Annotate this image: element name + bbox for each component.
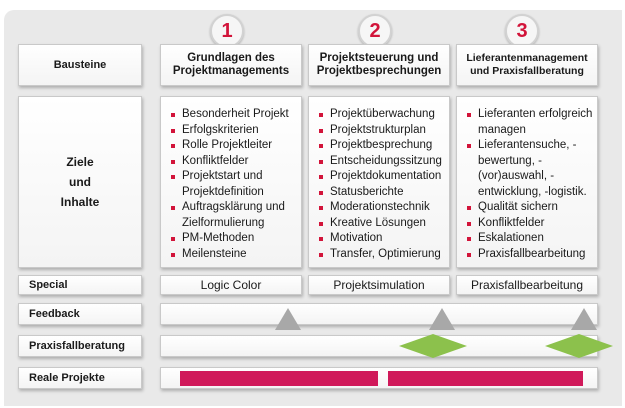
praxisfall-track: [160, 335, 598, 357]
topic-item: Erfolgskriterien: [171, 123, 301, 139]
topic-item: Projektstart und Projektdefinition: [171, 169, 301, 200]
feedback-marker-3: [571, 308, 597, 330]
topic-item: Konfliktfelder: [467, 216, 597, 232]
topic-item: Lieferanten erfolgreich managen: [467, 107, 597, 138]
column-heading-3: Lieferantenmanagement und Praxisfallberat…: [456, 44, 598, 86]
topic-item: Konfliktfelder: [171, 154, 301, 170]
topic-item: Praxisfallbearbeitung: [467, 247, 597, 263]
row-label-ziele-line-3: Inhalte: [60, 195, 100, 209]
topic-item: Moderationstechnik: [319, 200, 449, 216]
praxisfall-marker-2: [545, 334, 613, 358]
praxisfall-marker-1: [399, 334, 467, 358]
column-heading-2-line-1: Projektsteuerung und: [319, 52, 439, 64]
special-3: Praxisfallbearbeitung: [456, 275, 598, 295]
topic-list-3: Lieferanten erfolgreich managen Lieferant…: [457, 97, 597, 262]
topic-item: Kreative Lösungen: [319, 216, 449, 232]
topic-item: Motivation: [319, 231, 449, 247]
column-content-3: Lieferanten erfolgreich managen Lieferant…: [456, 96, 598, 268]
topic-item: Transfer, Optimierung: [319, 247, 449, 263]
row-label-praxisfallberatung: Praxisfallberatung: [18, 335, 142, 357]
topic-item: Projektdokumentation: [319, 169, 449, 185]
special-1: Logic Color: [160, 275, 302, 295]
column-heading-2-line-2: Projektbesprechungen: [316, 65, 442, 77]
column-heading-2: Projektsteuerung und Projektbesprechungen: [308, 44, 450, 86]
column-heading-3-line-1: Lieferantenmanagement: [466, 52, 588, 64]
topic-item: Entscheidungssitzung: [319, 154, 449, 170]
feedback-marker-1: [275, 308, 301, 330]
row-label-ziele-line-1: Ziele: [66, 155, 94, 169]
row-label-special: Special: [18, 275, 142, 295]
topic-item: Eskalationen: [467, 231, 597, 247]
topic-item: Lieferantensuche, -bewertung, -(vor)ausw…: [467, 138, 597, 200]
feedback-marker-2: [429, 308, 455, 330]
topic-item: Besonderheit Projekt: [171, 107, 301, 123]
topic-item: PM-Methoden: [171, 231, 301, 247]
step-badge-2: 2: [358, 14, 392, 48]
topic-item: Meilensteine: [171, 247, 301, 263]
topic-item: Statusberichte: [319, 185, 449, 201]
topic-list-2: Projektüberwachung Projektstrukturplan Pro…: [309, 97, 449, 262]
topic-item: Qualität sichern: [467, 200, 597, 216]
column-content-2: Projektüberwachung Projektstrukturplan Pro…: [308, 96, 450, 268]
row-label-reale-projekte: Reale Projekte: [18, 367, 142, 389]
column-heading-1-line-2: Projektmanagements: [172, 65, 290, 77]
special-2: Projektsimulation: [308, 275, 450, 295]
topic-item: Auftragsklärung und Zielformulierung: [171, 200, 301, 231]
row-label-ziele-line-2: und: [68, 175, 91, 189]
column-content-1: Besonderheit Projekt Erfolgskriterien Roll…: [160, 96, 302, 268]
reale-projekte-bar-1: [180, 371, 378, 386]
column-heading-1-line-1: Grundlagen des: [187, 52, 275, 64]
step-badge-1: 1: [210, 14, 244, 48]
column-heading-3-line-2: und Praxisfallberatung: [470, 65, 584, 77]
row-label-ziele-und-inhalte: Ziele und Inhalte: [18, 96, 142, 268]
topic-item: Rolle Projektleiter: [171, 138, 301, 154]
feedback-track: [160, 303, 598, 325]
topic-item: Projektbesprechung: [319, 138, 449, 154]
column-heading-1: Grundlagen des Projektmanagements: [160, 44, 302, 86]
step-badge-3: 3: [505, 14, 539, 48]
topic-item: Projektüberwachung: [319, 107, 449, 123]
reale-projekte-bar-2: [388, 371, 583, 386]
row-label-feedback: Feedback: [18, 303, 142, 325]
topic-list-1: Besonderheit Projekt Erfolgskriterien Roll…: [161, 97, 301, 262]
row-label-bausteine: Bausteine: [18, 44, 142, 86]
topic-item: Projektstrukturplan: [319, 123, 449, 139]
